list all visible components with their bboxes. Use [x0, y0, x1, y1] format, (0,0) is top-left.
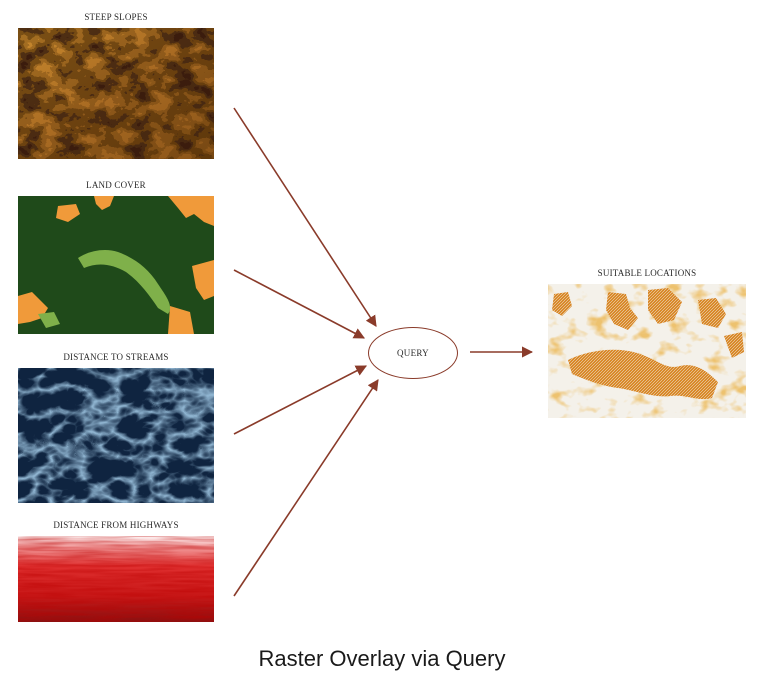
output-label-suitable-locations: SUITABLE LOCATIONS — [597, 268, 697, 278]
steep-slopes-raster — [18, 28, 214, 159]
layer-label-distance-from-highways: DISTANCE FROM HIGHWAYS — [53, 520, 179, 530]
arrow-streams-to-query — [233, 365, 367, 435]
layer-label-steep-slopes: STEEP SLOPES — [84, 12, 148, 22]
land-cover-raster — [18, 196, 214, 334]
arrow-slopes-to-query — [233, 107, 377, 327]
layer-label-distance-to-streams: DISTANCE TO STREAMS — [63, 352, 169, 362]
distance-from-highways-raster — [18, 536, 214, 622]
query-node: QUERY — [368, 327, 458, 379]
diagram-caption: Raster Overlay via Query — [258, 646, 506, 671]
suitable-locations-raster — [548, 284, 746, 418]
distance-to-streams-raster — [18, 368, 214, 503]
query-label: QUERY — [396, 348, 429, 358]
layer-label-land-cover: LAND COVER — [86, 180, 146, 190]
arrow-landcover-to-query — [233, 269, 365, 339]
arrow-highways-to-query — [233, 379, 379, 597]
